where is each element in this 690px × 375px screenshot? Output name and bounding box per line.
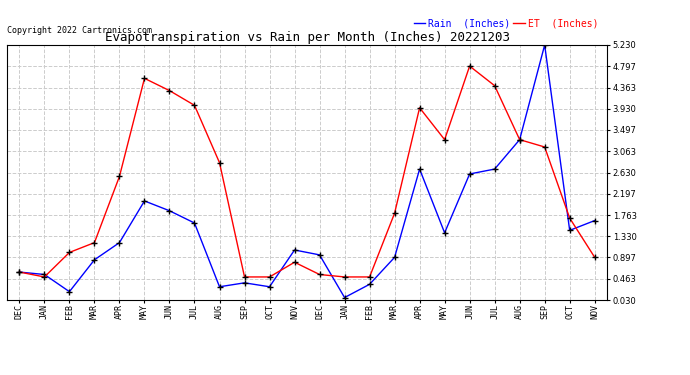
Legend: Rain  (Inches), ET  (Inches): Rain (Inches), ET (Inches): [410, 14, 602, 32]
Title: Evapotranspiration vs Rain per Month (Inches) 20221203: Evapotranspiration vs Rain per Month (In…: [105, 31, 509, 44]
Text: Copyright 2022 Cartronics.com: Copyright 2022 Cartronics.com: [7, 26, 152, 35]
